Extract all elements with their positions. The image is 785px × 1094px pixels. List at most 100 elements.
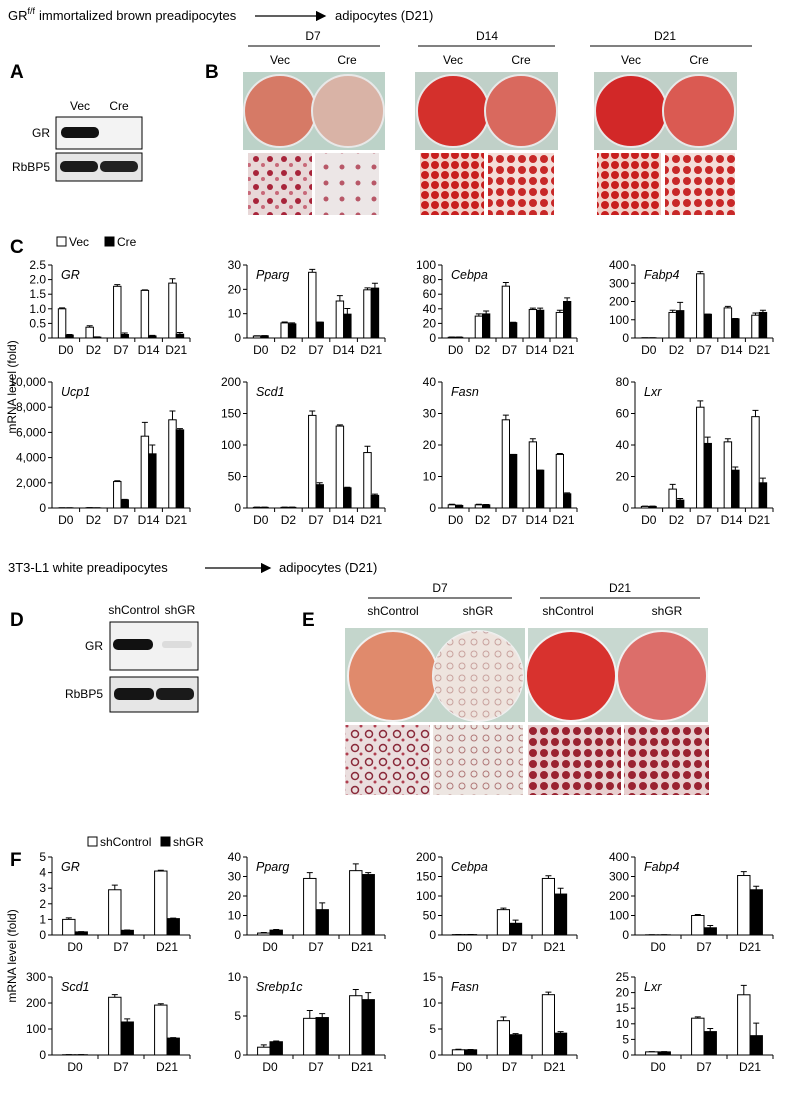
x-tick-label: D21 <box>156 1060 178 1074</box>
bar <box>482 313 491 339</box>
chart-title: Pparg <box>256 860 289 874</box>
error-bar <box>704 436 711 444</box>
y-tick-label: 150 <box>221 407 241 421</box>
dish-photos <box>243 72 737 150</box>
chart-title: Scd1 <box>256 385 285 399</box>
y-tick-label: 0.5 <box>29 316 46 330</box>
bar <box>363 289 372 339</box>
x-tick-label: D21 <box>739 1060 761 1074</box>
x-tick-label: D7 <box>696 513 712 527</box>
y-tick-label: 2,000 <box>16 476 46 490</box>
x-tick-label: D0 <box>641 513 657 527</box>
x-tick-label: D2 <box>86 513 102 527</box>
bar <box>691 1017 705 1056</box>
bar <box>554 1032 568 1056</box>
x-tick-label: D2 <box>281 513 297 527</box>
x-tick-label: D0 <box>262 1060 278 1074</box>
error-bar <box>724 438 731 442</box>
y-tick-label: 30 <box>228 258 242 272</box>
bar <box>703 442 712 509</box>
legend-label: Vec <box>69 235 89 249</box>
bar <box>751 314 760 339</box>
bar <box>335 425 345 509</box>
y-tick-label: 0 <box>429 1048 436 1062</box>
bar <box>731 469 740 509</box>
bar <box>148 453 157 509</box>
error-bar <box>557 887 564 895</box>
error-bar <box>352 988 359 996</box>
y-tick-label: 20 <box>616 470 630 484</box>
legend-swatch <box>160 836 171 847</box>
legend-swatch <box>87 836 98 847</box>
x-tick-label: D0 <box>457 940 473 954</box>
y-tick-label: 20 <box>228 889 242 903</box>
x-tick-label: D0 <box>253 343 269 357</box>
chart-title: Fasn <box>451 980 479 994</box>
band-label: RbBP5 <box>12 160 50 174</box>
bar <box>668 488 677 509</box>
bar <box>315 484 324 509</box>
lane-label: shControl <box>108 603 159 617</box>
bar <box>303 877 317 936</box>
section-title: GRf/f immortalized brown preadipocytes <box>8 6 237 23</box>
bar <box>361 999 375 1056</box>
x-tick-label: D7 <box>502 940 518 954</box>
x-tick-label: D7 <box>113 513 129 527</box>
bar <box>737 875 751 936</box>
y-tick-label: 200 <box>416 850 436 864</box>
error-bar <box>732 466 739 471</box>
error-bar <box>502 282 509 287</box>
chart-title: Cebpa <box>451 860 488 874</box>
bar <box>696 406 705 509</box>
bar <box>168 419 177 509</box>
x-tick-label: D14 <box>333 513 355 527</box>
chart-title: Lxr <box>644 980 662 994</box>
condition-label: Vec <box>443 53 463 67</box>
y-tick-label: 40 <box>228 850 242 864</box>
micrographs <box>248 153 735 215</box>
error-bar <box>752 409 759 417</box>
y-tick-label: 1 <box>39 912 46 926</box>
y-tick-label: 0 <box>429 501 436 515</box>
y-tick-label: 10 <box>228 909 242 923</box>
y-tick-label: 2 <box>39 897 46 911</box>
x-tick-label: D0 <box>650 1060 666 1074</box>
bar <box>723 307 733 339</box>
y-tick-label: 1.0 <box>29 302 46 316</box>
error-bar <box>149 444 156 454</box>
bar <box>509 453 518 509</box>
group-label: D21 <box>654 29 676 43</box>
bar <box>555 311 565 339</box>
bar <box>496 1020 511 1056</box>
y-tick-label: 10 <box>228 307 242 321</box>
y-tick-label: 0 <box>622 1048 629 1062</box>
bar <box>509 922 523 936</box>
y-tick-label: 8,000 <box>16 400 46 414</box>
bar <box>675 499 685 509</box>
error-bar <box>365 992 372 1000</box>
error-bar <box>740 984 747 995</box>
chart-title: Srebp1c <box>256 980 303 994</box>
error-bar <box>697 400 704 408</box>
y-tick-label: 150 <box>416 870 436 884</box>
bar <box>257 1046 271 1056</box>
y-tick-label: 4,000 <box>16 451 46 465</box>
y-tick-label: 10 <box>616 1017 630 1031</box>
legend-label: shControl <box>100 835 151 849</box>
bar <box>528 309 538 339</box>
section-title: 3T3-L1 white preadipocytes <box>8 560 168 575</box>
condition-label: shGR <box>652 604 683 618</box>
bar <box>154 1004 168 1056</box>
y-tick-label: 200 <box>26 996 46 1010</box>
y-tick-label: 400 <box>609 258 629 272</box>
bar <box>703 1031 717 1056</box>
error-bar <box>344 308 351 315</box>
bar <box>758 311 768 339</box>
y-tick-label: 100 <box>26 1022 46 1036</box>
bar <box>691 915 705 936</box>
x-tick-label: D2 <box>475 513 491 527</box>
bar <box>120 499 129 509</box>
x-tick-label: D7 <box>308 513 324 527</box>
y-tick-label: 0 <box>39 331 46 345</box>
y-tick-label: 20 <box>423 316 437 330</box>
